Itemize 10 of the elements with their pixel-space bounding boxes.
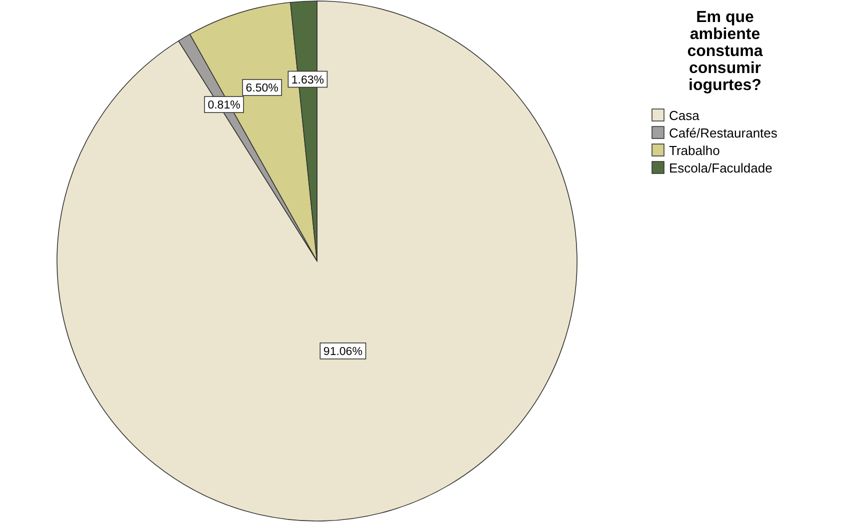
legend-label: Escola/Faculdade [669, 160, 772, 176]
legend-label: Trabalho [669, 143, 720, 158]
data-label: 0.81% [208, 100, 240, 112]
data-label: 1.63% [291, 74, 324, 86]
pie-slice [56, 0, 578, 522]
legend-label: Café/Restaurantes [669, 126, 778, 140]
legend-label: Casa [669, 108, 700, 123]
data-label: 6.50% [246, 82, 278, 94]
legend-title: Em que ambiente constuma consumir iogurtes? [687, 9, 763, 94]
data-label: 91.06% [323, 346, 362, 358]
